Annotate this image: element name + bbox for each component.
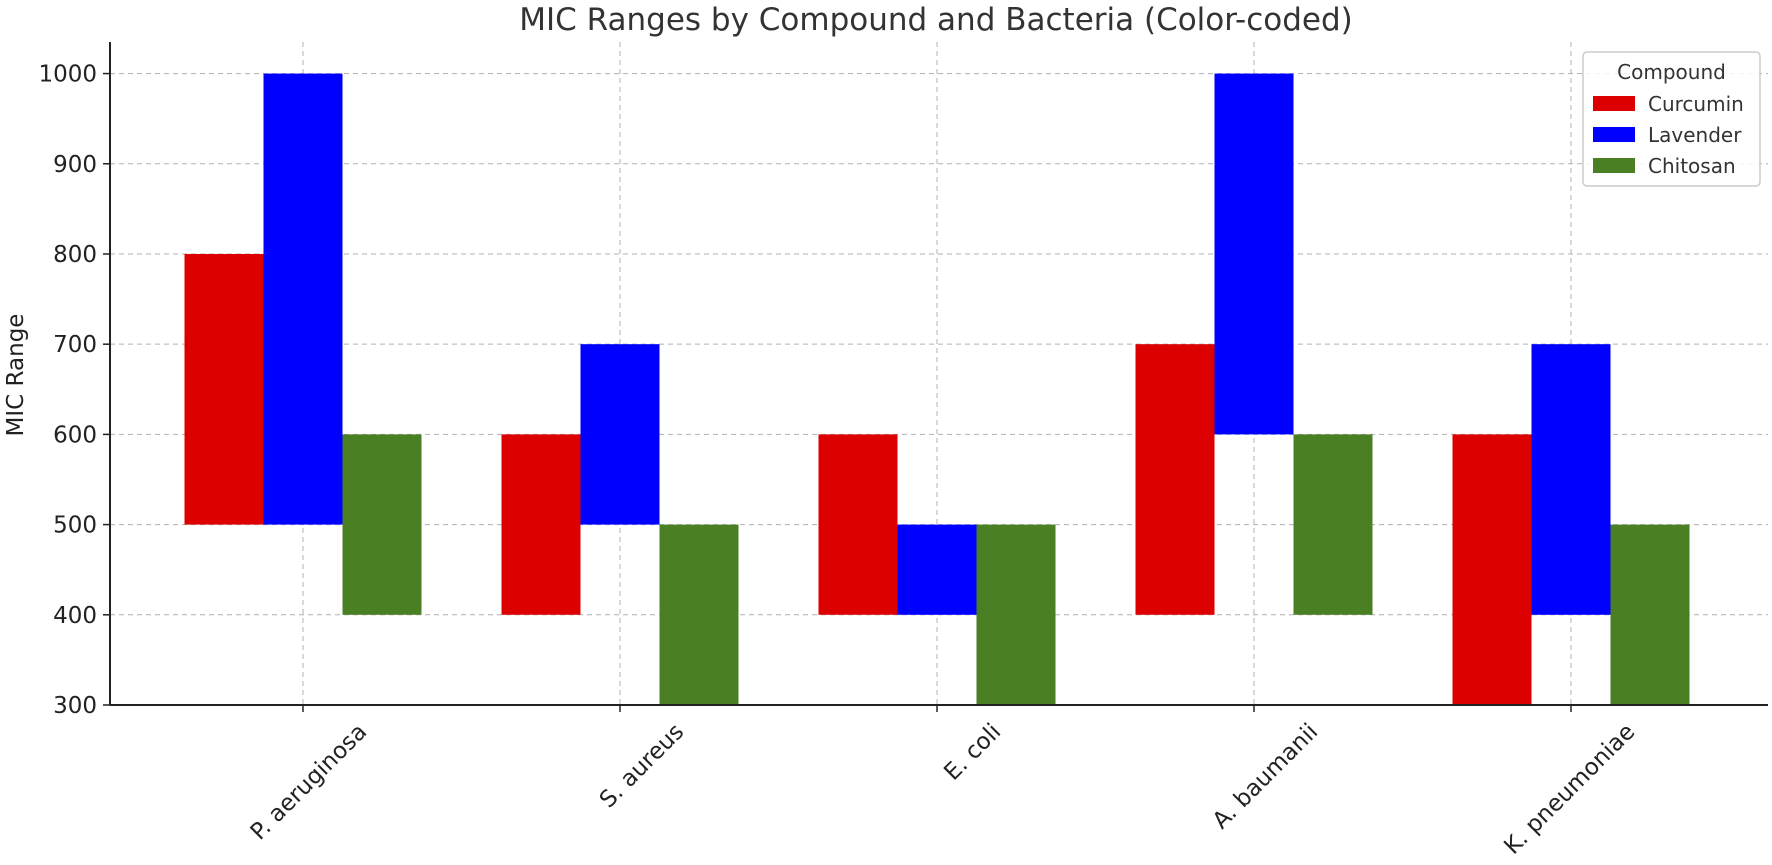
- bar-chitosan-3: [976, 524, 1056, 705]
- y-axis-label: MIC Range: [3, 314, 29, 437]
- bar-chitosan-5: [1610, 524, 1690, 705]
- bars-layer: [184, 73, 1690, 705]
- bar-curcumin-1: [184, 253, 264, 525]
- x-tick-label: E. coli: [939, 719, 1006, 786]
- bar-lavender-2: [580, 344, 660, 525]
- legend: Compound Curcumin Lavender Chitosan: [1582, 51, 1761, 187]
- x-tick-label: S. aureus: [595, 719, 689, 813]
- y-tick-label: 800: [53, 242, 97, 268]
- y-tick-label: 1000: [38, 62, 97, 88]
- bar-lavender-5: [1531, 344, 1611, 615]
- y-tick-label: 900: [53, 152, 97, 178]
- bar-curcumin-5: [1452, 434, 1532, 705]
- legend-title: Compound: [1617, 60, 1726, 84]
- x-tick-label: P. aeruginosa: [246, 719, 373, 846]
- legend-label-lavender: Lavender: [1648, 123, 1742, 147]
- y-tick-label: 700: [53, 332, 97, 358]
- y-tick-label: 600: [53, 422, 97, 448]
- bar-chitosan-4: [1293, 434, 1373, 615]
- bar-curcumin-2: [501, 434, 581, 615]
- bar-lavender-3: [897, 524, 977, 615]
- legend-swatch-lavender: [1593, 127, 1635, 142]
- bar-lavender-4: [1214, 73, 1294, 435]
- bar-chitosan-1: [342, 434, 422, 615]
- y-tick-label: 500: [53, 513, 97, 539]
- legend-swatch-curcumin: [1593, 96, 1635, 111]
- x-tick-label: A. baumanii: [1208, 719, 1323, 834]
- bar-curcumin-3: [818, 434, 898, 615]
- legend-label-curcumin: Curcumin: [1648, 92, 1744, 116]
- bar-lavender-1: [263, 73, 343, 525]
- bar-curcumin-4: [1135, 344, 1215, 615]
- x-tick-label: K. pneumoniae: [1499, 719, 1640, 860]
- y-tick-label: 300: [53, 693, 97, 719]
- chart-title: MIC Ranges by Compound and Bacteria (Col…: [519, 2, 1353, 38]
- y-tick-label: 400: [53, 603, 97, 629]
- legend-swatch-chitosan: [1593, 158, 1635, 173]
- legend-box: [1582, 51, 1761, 187]
- legend-label-chitosan: Chitosan: [1648, 154, 1736, 178]
- bar-chitosan-2: [659, 524, 739, 705]
